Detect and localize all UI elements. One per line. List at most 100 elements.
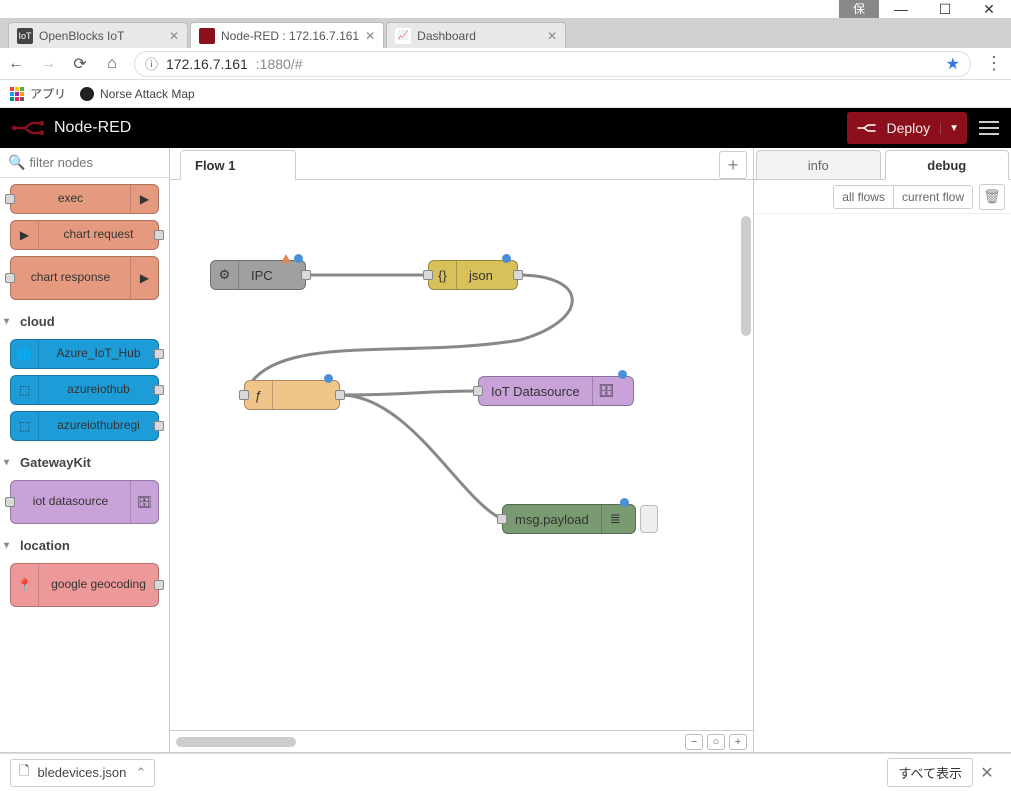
browser-tab[interactable]: 📈Dashboard✕ xyxy=(386,22,566,48)
palette-node[interactable]: ▶chart response xyxy=(10,256,159,300)
bookmark-favicon xyxy=(80,87,94,101)
flow-node-func[interactable]: ƒ xyxy=(244,380,340,410)
palette-node[interactable]: ⬚azureiothubregi xyxy=(10,411,159,441)
sidebar-tab-info[interactable]: info xyxy=(756,150,881,180)
sidebar-tabs: info debug xyxy=(754,148,1011,180)
zoom-in-button[interactable]: + xyxy=(729,734,747,750)
nav-home-button[interactable]: ⌂ xyxy=(102,55,122,73)
node-icon: ⚙ xyxy=(211,261,239,289)
palette-node[interactable]: ▶chart request xyxy=(10,220,159,250)
canvas-footer: − ○ + xyxy=(170,730,753,752)
node-changed-icon xyxy=(281,254,291,263)
deploy-icon xyxy=(857,121,877,135)
canvas-horizontal-scrollbar[interactable] xyxy=(176,737,296,747)
node-status-dot xyxy=(324,374,333,383)
nav-forward-button[interactable]: → xyxy=(38,55,58,73)
palette-node[interactable]: ▶exec xyxy=(10,184,159,214)
window-minimize-button[interactable]: — xyxy=(879,0,923,18)
debug-current-flow-button[interactable]: current flow xyxy=(893,186,972,208)
palette-category-header[interactable]: location xyxy=(0,530,169,557)
node-port xyxy=(154,349,164,359)
node-output-port[interactable] xyxy=(301,270,311,280)
url-host: 172.16.7.161 xyxy=(166,56,248,72)
browser-tab[interactable]: IoTOpenBlocks IoT✕ xyxy=(8,22,188,48)
node-label: IoT Datasource xyxy=(479,384,592,399)
apps-icon xyxy=(10,87,24,101)
node-input-port[interactable] xyxy=(497,514,507,524)
window-close-button[interactable]: ✕ xyxy=(967,0,1011,18)
address-bar[interactable]: ⓘ 172.16.7.161:1880/# ★ xyxy=(134,51,971,77)
node-status-dot xyxy=(618,370,627,379)
window-maximize-button[interactable]: ☐ xyxy=(923,0,967,18)
node-input-port[interactable] xyxy=(423,270,433,280)
tab-close-icon[interactable]: ✕ xyxy=(547,29,557,43)
tab-close-icon[interactable]: ✕ xyxy=(169,29,179,43)
node-icon: ƒ xyxy=(245,381,273,409)
zoom-out-button[interactable]: − xyxy=(685,734,703,750)
nav-back-button[interactable]: ← xyxy=(6,55,26,73)
debug-all-flows-button[interactable]: all flows xyxy=(834,186,893,208)
zoom-reset-button[interactable]: ○ xyxy=(707,734,725,750)
flow-node-json[interactable]: {}json xyxy=(428,260,518,290)
apps-shortcut[interactable]: アプリ xyxy=(10,85,66,102)
browser-tab[interactable]: Node-RED : 172.16.7.161✕ xyxy=(190,22,384,48)
site-info-icon[interactable]: ⓘ xyxy=(145,54,158,73)
palette-node[interactable]: ⬚azureiothub xyxy=(10,375,159,405)
palette-node[interactable]: 🌐Azure_IoT_Hub xyxy=(10,339,159,369)
palette-category-header[interactable]: cloud xyxy=(0,306,169,333)
flow-node-iot[interactable]: 🗄IoT Datasource xyxy=(478,376,634,406)
downloads-close-button[interactable]: ✕ xyxy=(973,763,1001,783)
tab-close-icon[interactable]: ✕ xyxy=(365,29,375,43)
flow-canvas[interactable]: ⚙IPC {}json ƒ 🗄IoT Datasource ≣msg.payload xyxy=(170,180,753,730)
bookmark-star-icon[interactable]: ★ xyxy=(946,54,960,74)
download-filename: bledevices.json xyxy=(37,765,126,780)
app-title: Node-RED xyxy=(54,119,131,137)
flow-tab-bar: Flow 1 + xyxy=(170,148,753,180)
node-input-port[interactable] xyxy=(473,386,483,396)
downloads-show-all-button[interactable]: すべて表示 xyxy=(887,758,973,787)
node-icon: ▶ xyxy=(130,257,158,299)
add-flow-button[interactable]: + xyxy=(719,151,747,179)
debug-clear-button[interactable]: 🗑 xyxy=(979,184,1005,210)
canvas-vertical-scrollbar[interactable] xyxy=(741,216,751,336)
debug-toolbar: all flows current flow 🗑 xyxy=(754,180,1011,214)
node-icon: ⬚ xyxy=(11,376,39,404)
palette-node[interactable]: 🗄iot datasource xyxy=(10,480,159,524)
debug-messages xyxy=(754,214,1011,752)
debug-node-toggle[interactable] xyxy=(640,505,658,533)
chevron-up-icon[interactable]: ⌃ xyxy=(135,765,146,781)
node-label: exec xyxy=(11,192,130,205)
flow-tab[interactable]: Flow 1 xyxy=(180,150,296,180)
palette-node[interactable]: 📍google geocoding xyxy=(10,563,159,607)
window-titlebar: 保 — ☐ ✕ xyxy=(0,0,1011,18)
sidebar-tab-debug[interactable]: debug xyxy=(885,150,1010,180)
node-label: msg.payload xyxy=(503,512,601,527)
browser-menu-button[interactable]: ⋮ xyxy=(983,53,1005,74)
flow-tab-label: Flow 1 xyxy=(195,158,235,173)
palette-category-header[interactable]: GatewayKit xyxy=(0,447,169,474)
node-input-port[interactable] xyxy=(239,390,249,400)
node-port xyxy=(5,273,15,283)
deploy-button[interactable]: Deploy ▼ xyxy=(847,112,968,144)
flow-node-ipc[interactable]: ⚙IPC xyxy=(210,260,306,290)
main-menu-button[interactable] xyxy=(979,121,999,135)
deploy-dropdown-icon[interactable]: ▼ xyxy=(940,123,959,134)
node-label: iot datasource xyxy=(11,495,130,508)
flow-node-debug[interactable]: ≣msg.payload xyxy=(502,504,636,534)
debug-filter-group: all flows current flow xyxy=(833,185,973,209)
node-port xyxy=(5,497,15,507)
node-output-port[interactable] xyxy=(335,390,345,400)
new-tab-button[interactable] xyxy=(568,26,590,48)
bookmark-item[interactable]: Norse Attack Map xyxy=(80,87,195,101)
palette-panel: 🔍 ▶exec▶chart request▶chart responseclou… xyxy=(0,148,170,752)
node-output-port[interactable] xyxy=(513,270,523,280)
node-red-logo: Node-RED xyxy=(12,118,131,138)
download-chip[interactable]: 🗋 bledevices.json ⌃ xyxy=(10,759,155,787)
palette-search[interactable]: 🔍 xyxy=(0,148,169,178)
node-icon: ≣ xyxy=(601,505,629,533)
node-label: Azure_IoT_Hub xyxy=(39,347,158,360)
tab-title: Dashboard xyxy=(417,29,476,43)
node-red-main: 🔍 ▶exec▶chart request▶chart responseclou… xyxy=(0,148,1011,753)
nav-reload-button[interactable]: ⟳ xyxy=(70,54,90,74)
palette-filter-input[interactable] xyxy=(29,155,161,170)
